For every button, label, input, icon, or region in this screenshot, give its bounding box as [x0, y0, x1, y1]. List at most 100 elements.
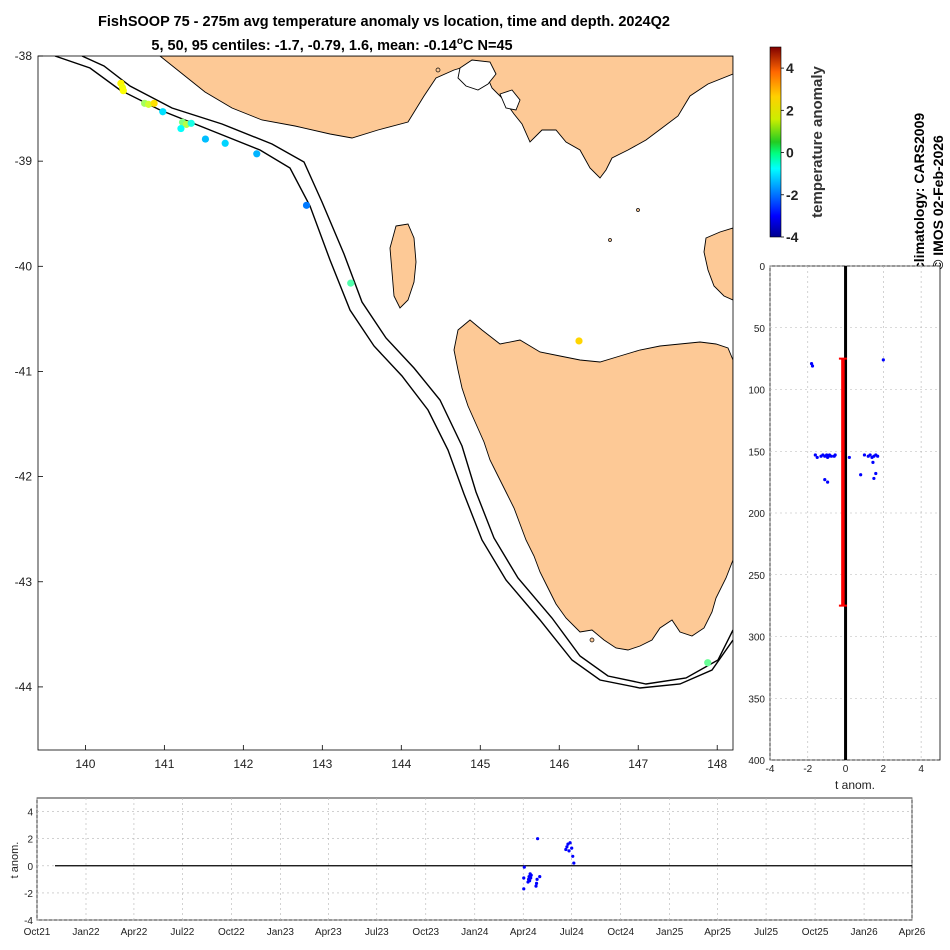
map-panel: 140 141 142 143 144 145 146 147 148 -38 -39 -40 -41 -…	[15, 49, 734, 771]
profile-data-point	[833, 453, 837, 457]
islet	[435, 67, 441, 73]
subtitle-suffix: C N=45	[463, 38, 513, 54]
map-data-point	[144, 100, 153, 108]
subtitle-prefix: 5, 50, 95 centiles: -1.7, -0.79, 1.6, me…	[151, 38, 456, 54]
profile-data-point	[810, 364, 815, 368]
timeseries-data-point	[571, 854, 575, 858]
chart-subtitle: 5, 50, 95 centiles: -1.7, -0.79, 1.6, me…	[151, 36, 512, 54]
map-points	[117, 79, 712, 667]
map-data-point	[119, 87, 127, 95]
timeseries-y-tick-label: -4	[24, 916, 33, 927]
timeseries-grid	[36, 798, 913, 921]
timeseries-ylabel: t anom.	[9, 842, 21, 879]
chart-title: FishSOOP 75 - 275m avg temperature anoma…	[98, 14, 670, 30]
map-y-tick-label: -39	[15, 154, 33, 168]
map-y-tick-label: -44	[15, 680, 33, 694]
colorbar-tick-label: -2	[786, 187, 799, 203]
map-x-tick-label: 141	[154, 757, 174, 771]
profile-data-point	[815, 455, 819, 460]
profile-data-point	[826, 480, 830, 484]
map-x-tick-label: 145	[470, 757, 490, 771]
timeseries-x-tick-label: Apr23	[315, 927, 342, 938]
map-data-point	[159, 108, 167, 116]
profile-data-point	[809, 361, 814, 366]
flinders-island	[703, 227, 733, 301]
timeseries-x-tick-label: Apr25	[704, 927, 731, 938]
timeseries-ticks: Oct21 Jan22 Apr22 Jul22 Oct22 Jan23 Apr23 Jul23…	[24, 808, 926, 938]
timeseries-data-point	[522, 876, 526, 880]
profile-data-point	[859, 473, 863, 477]
profile-x-tick-label: -4	[766, 764, 775, 775]
profile-y-tick-label: 100	[748, 386, 765, 397]
timeseries-panel: Oct21 Jan22 Apr22 Jul22 Oct22 Jan23 Apr23 Jul23…	[9, 797, 926, 938]
profile-data-point	[871, 460, 875, 464]
profile-data-point	[829, 454, 833, 458]
profile-panel: -4 -2 0 2 4 0 50 100 150 200 250 300 350 400 t anom.	[748, 262, 941, 792]
map-y-tick-label: -38	[15, 49, 33, 63]
climatology-credit: climatology: CARS2009	[911, 113, 927, 270]
profile-data-point	[862, 453, 867, 457]
profile-data-point	[847, 455, 851, 460]
map-x-tick-label: 148	[707, 757, 727, 771]
map-y-tick-label: -41	[15, 364, 33, 378]
map-ticks: 140 141 142 143 144 145 146 147 148 -38 -39 -40 -41 -…	[15, 49, 728, 771]
isobath-outer	[81, 56, 733, 685]
isobath-inner	[54, 56, 733, 689]
degree-symbol: o	[457, 36, 463, 47]
copyright-credit: © IMOS 02-Feb-2026	[930, 135, 946, 270]
profile-data-point	[868, 453, 872, 457]
timeseries-x-tick-label: Jan24	[461, 927, 489, 938]
map-data-point	[177, 124, 185, 133]
colorbar-ticks: -4 -2 0 2 4	[781, 60, 799, 245]
map-data-point	[347, 279, 355, 287]
islet	[608, 238, 612, 242]
land-tasmania	[453, 319, 733, 651]
land-victoria	[159, 56, 733, 179]
timeseries-y-tick-label: -2	[24, 889, 33, 900]
timeseries-x-tick-label: Oct25	[802, 927, 829, 938]
profile-data-point	[823, 478, 827, 482]
profile-x-tick-label: -2	[803, 764, 812, 775]
map-frame	[37, 55, 734, 751]
timeseries-x-tick-label: Jan23	[267, 927, 295, 938]
map-x-tick-label: 142	[233, 757, 253, 771]
profile-data-point	[874, 471, 878, 476]
timeseries-y-tick-label: 0	[27, 862, 33, 873]
profile-x-tick-label: 4	[918, 764, 924, 775]
timeseries-data-point	[529, 873, 533, 877]
profile-ticks: -4 -2 0 2 4 0 50 100 150 200 250 300 350 400	[748, 262, 924, 775]
map-x-tick-label: 143	[312, 757, 332, 771]
map-y-tick-label: -40	[15, 259, 33, 273]
profile-points	[809, 358, 885, 484]
map-data-point	[575, 337, 583, 345]
colorbar: -4 -2 0 2 4 temperature anomaly	[769, 46, 826, 245]
timeseries-data-point	[565, 845, 569, 849]
profile-y-tick-label: 250	[748, 571, 765, 582]
timeseries-points	[522, 837, 576, 891]
timeseries-x-tick-label: Oct23	[412, 927, 439, 938]
timeseries-x-tick-label: Oct24	[607, 927, 634, 938]
profile-data-point	[872, 476, 876, 481]
map-y-tick-label: -42	[15, 470, 33, 484]
timeseries-data-point	[564, 847, 568, 852]
profile-y-tick-label: 50	[754, 324, 766, 335]
profile-data-point	[881, 358, 885, 362]
timeseries-data-point	[568, 841, 572, 845]
map-y-tick-label: -43	[15, 575, 33, 589]
timeseries-x-tick-label: Apr22	[121, 927, 148, 938]
timeseries-data-point	[534, 884, 538, 888]
map-data-point	[302, 201, 311, 209]
timeseries-data-point	[567, 849, 571, 853]
profile-range-bar	[838, 357, 847, 607]
timeseries-y-tick-label: 2	[27, 835, 33, 846]
map-x-tick-label: 144	[391, 757, 411, 771]
map-data-point	[221, 139, 229, 147]
colorbar-label: temperature anomaly	[809, 65, 826, 217]
timeseries-x-tick-label: Jan26	[850, 927, 878, 938]
profile-data-point	[813, 453, 817, 457]
timeseries-x-tick-label: Jan22	[72, 927, 100, 938]
profile-xlabel: t anom.	[835, 778, 875, 792]
timeseries-data-point	[535, 877, 539, 881]
